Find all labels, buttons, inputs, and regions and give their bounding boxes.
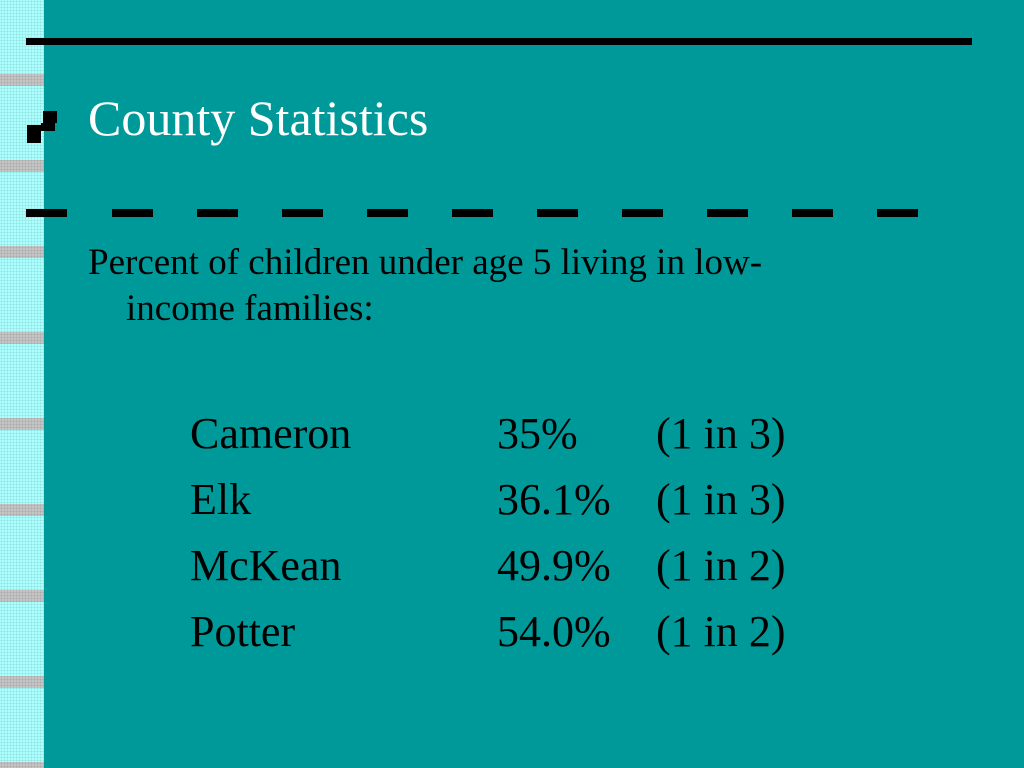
- ratio-value: (1 in 3): [656, 409, 786, 458]
- percent-value: 49.9%: [497, 541, 611, 590]
- subtitle: Percent of children under age 5 living i…: [88, 240, 948, 332]
- ratio-value: (1 in 2): [656, 607, 786, 656]
- county-name: Cameron: [190, 409, 352, 458]
- slide-title: County Statistics: [88, 90, 429, 146]
- ratio-value: (1 in 2): [656, 541, 786, 590]
- county-name: McKean: [190, 541, 342, 590]
- subtitle-line-1: Percent of children under age 5 living i…: [88, 242, 763, 283]
- county-name: Potter: [190, 607, 296, 656]
- percent-value: 36.1%: [497, 475, 611, 524]
- county-name: Elk: [190, 475, 252, 524]
- percent-value: 54.0%: [497, 607, 611, 656]
- top-rule: [26, 38, 972, 45]
- percent-value: 35%: [497, 409, 578, 458]
- subtitle-line-2: income families:: [126, 288, 374, 329]
- dashed-rule: [26, 209, 926, 217]
- ratio-value: (1 in 3): [656, 475, 786, 524]
- square-bullet-icon: [27, 111, 57, 145]
